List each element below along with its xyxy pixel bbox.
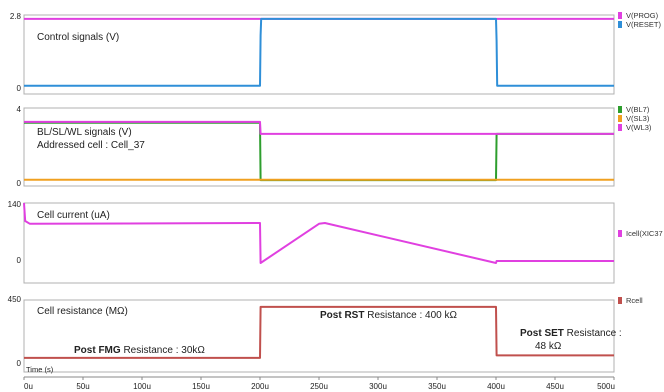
panel-control-signals: Control signals (V) 2.8 0 V(PROG) V(RESE… xyxy=(10,11,662,95)
legend-swatch xyxy=(618,297,622,304)
panel-title: BL/SL/WL signals (V) xyxy=(37,127,132,138)
x-tick-label: 400u xyxy=(487,382,505,391)
plot-frame xyxy=(23,107,615,187)
annotation-post-rst: Post RST Resistance : 400 kΩ xyxy=(320,310,457,321)
panel-subtitle: Addressed cell : Cell_37 xyxy=(37,140,145,151)
annotation-bold: Post SET xyxy=(520,328,564,339)
x-axis-label: Time (s) xyxy=(26,365,54,374)
x-tick-label: 200u xyxy=(251,382,269,391)
y-tick-label: 140 xyxy=(8,200,22,209)
x-tick-label: 100u xyxy=(133,382,151,391)
annotation-post-set-value: 48 kΩ xyxy=(535,341,562,352)
series-line-v-wl3 xyxy=(24,120,614,135)
plot-frame xyxy=(23,299,615,373)
x-tick-label: 50u xyxy=(76,382,89,391)
panel-cell-current: Cell current (uA) 140 0 Icell(XIC37 xyxy=(8,200,663,284)
annotation-text: Resistance : 30kΩ xyxy=(121,345,206,356)
annotation-bold: Post RST xyxy=(320,310,364,321)
series-line-icell-xic37 xyxy=(23,202,614,264)
x-tick-label: 250u xyxy=(310,382,328,391)
legend-swatch xyxy=(618,12,622,19)
legend-label: Rcell xyxy=(626,296,643,305)
annotation-post-set: Post SET Resistance : xyxy=(520,328,622,339)
panel-title: Cell current (uA) xyxy=(37,210,110,221)
panel-title: Control signals (V) xyxy=(37,32,119,43)
series-layer xyxy=(23,17,614,359)
panel-cell-resistance: Cell resistance (MΩ) 450 0 Rcell Post FM… xyxy=(8,295,643,374)
legend-label: V(RESET) xyxy=(626,20,662,29)
legend-swatch xyxy=(618,106,622,113)
panel-title: Cell resistance (MΩ) xyxy=(37,306,128,317)
y-tick-label: 2.8 xyxy=(10,12,22,21)
x-tick-label: 0u xyxy=(24,382,33,391)
legend-label: V(BL7) xyxy=(626,105,650,114)
legend-swatch xyxy=(618,124,622,131)
legend-label: Icell(XIC37 xyxy=(626,229,663,238)
y-tick-label: 450 xyxy=(8,295,22,304)
annotation-text: Resistance : xyxy=(564,328,622,339)
legend-swatch xyxy=(618,115,622,122)
legend-label: V(SL3) xyxy=(626,114,650,123)
legend-label: V(WL3) xyxy=(626,123,652,132)
x-tick-label: 450u xyxy=(546,382,564,391)
plot-frame xyxy=(23,202,615,284)
x-tick-label: 500u xyxy=(597,382,615,391)
annotation-bold: Post FMG xyxy=(74,345,121,356)
y-tick-label: 4 xyxy=(17,105,22,114)
panel-bl-sl-wl-signals: BL/SL/WL signals (V) Addressed cell : Ce… xyxy=(17,105,652,188)
x-axis: 0u 50u 100u 150u 200u 250u 300u 350u 400u 450u 500… xyxy=(23,376,615,391)
y-tick-label: 0 xyxy=(17,359,22,368)
annotation-text: Resistance : 400 kΩ xyxy=(364,310,457,321)
x-tick-label: 350u xyxy=(428,382,446,391)
legend-swatch xyxy=(618,21,622,28)
legend-label: V(PROG) xyxy=(626,11,659,20)
y-tick-label: 0 xyxy=(17,179,22,188)
annotation-post-fmg: Post FMG Resistance : 30kΩ xyxy=(74,345,205,356)
legend-swatch xyxy=(618,230,622,237)
y-tick-label: 0 xyxy=(17,256,22,265)
y-tick-label: 0 xyxy=(17,84,22,93)
series-line-v-reset xyxy=(24,17,614,87)
x-tick-label: 300u xyxy=(369,382,387,391)
x-tick-label: 150u xyxy=(192,382,210,391)
plot-frame xyxy=(23,14,615,95)
series-line-rcell xyxy=(24,305,614,359)
